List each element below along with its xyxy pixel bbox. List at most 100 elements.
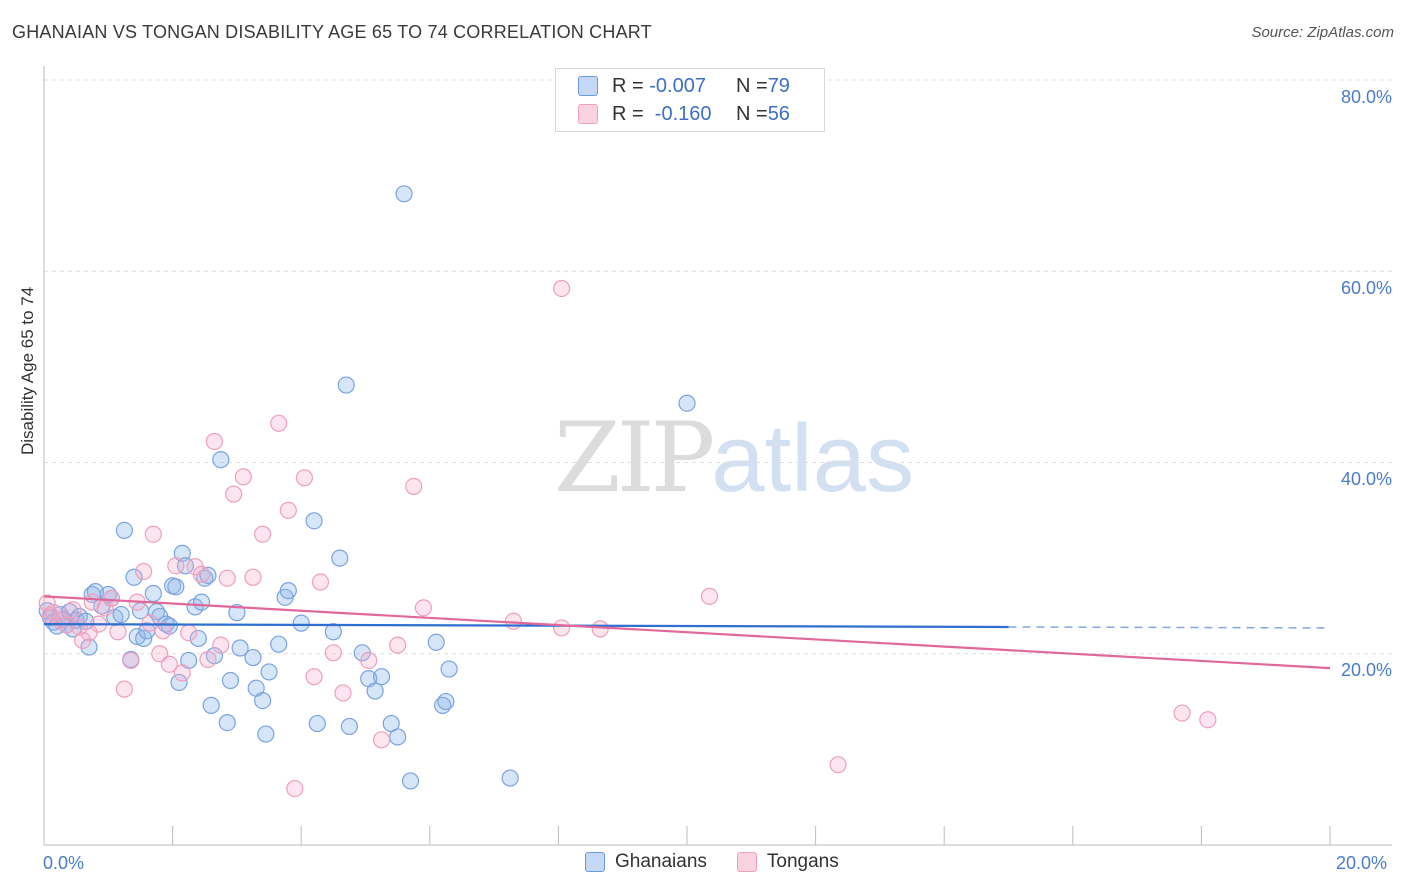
r-value-ghanaians: -0.007 (649, 74, 706, 97)
ghanaians-point-46 (218, 713, 236, 732)
tongans-point-25 (180, 624, 198, 642)
r-label: R = (612, 74, 650, 97)
legend-row-tongans: R = -0.160 N = 56 (578, 102, 790, 126)
tongans-point-50 (553, 279, 571, 298)
ghanaians-point-27 (144, 584, 162, 603)
tongans-point-51 (553, 619, 571, 637)
tongans-point-30 (212, 636, 230, 654)
tongans-point-20 (151, 645, 169, 663)
tongans-point-38 (286, 779, 304, 798)
tongans-point-12 (102, 589, 121, 607)
tongans-legend-swatch (736, 852, 757, 872)
ghanaians-point-73 (427, 633, 445, 651)
ghanaians-point-75 (437, 692, 455, 711)
ghanaians-point-52 (254, 692, 272, 710)
ghanaians-point-70 (389, 728, 407, 746)
ghanaians-point-76 (440, 660, 458, 678)
series-legend: Ghanaians Tongans (585, 851, 869, 873)
ghanaians-point-43 (202, 696, 220, 714)
ghanaians-point-59 (305, 512, 323, 530)
ghanaians-swatch (578, 76, 598, 96)
tongans-point-41 (311, 573, 330, 591)
tongans-point-27 (192, 565, 211, 583)
ghanaians-point-49 (231, 639, 249, 657)
ghanaians-legend-swatch (585, 852, 605, 872)
tongans-point-22 (160, 655, 178, 673)
tongans-point-56 (1199, 711, 1217, 729)
ghanaians-point-61 (324, 623, 342, 641)
tongans-point-15 (122, 651, 140, 670)
ghanaians-point-22 (125, 568, 143, 586)
y-tick-label-20: 20.0% (1340, 660, 1392, 680)
r-label: R = (612, 102, 650, 125)
tongans-trend-line (43, 595, 1331, 670)
ghanaians-point-39 (189, 629, 207, 648)
legend-item-ghanaians[interactable]: Ghanaians (585, 851, 707, 873)
tongans-point-17 (135, 562, 153, 581)
ghanaians-point-47 (221, 671, 240, 690)
ghanaians-point-34 (170, 673, 188, 692)
tongans-point-36 (270, 414, 288, 432)
ghanaians-point-55 (270, 635, 288, 653)
legend-label-ghanaians: Ghanaians (615, 851, 707, 872)
ghanaians-point-60 (308, 714, 326, 733)
tongans-point-29 (205, 432, 223, 451)
ghanaians-point-53 (257, 725, 275, 743)
tongans-point-32 (225, 485, 243, 503)
tongans-point-13 (109, 623, 127, 641)
watermark-atlas: atlas (711, 405, 914, 512)
chart-title: GHANAIAN VS TONGAN DISABILITY AGE 65 TO … (12, 22, 652, 42)
tongans-point-21 (154, 622, 172, 640)
tongans-point-52 (591, 620, 609, 638)
ghanaians-point-40 (192, 593, 211, 611)
tongans-point-47 (405, 477, 423, 496)
ghanaians-point-33 (167, 578, 185, 596)
ghanaians-point-20 (115, 521, 133, 539)
ghanaians-point-19 (112, 605, 130, 624)
ghanaians-point-58 (292, 614, 310, 632)
n-value-tongans: 56 (767, 102, 790, 125)
tongans-point-33 (234, 468, 252, 486)
correlation-legend: R = -0.007 N = 79 R = -0.160 N = 56 (555, 68, 825, 132)
watermark: ZIPatlas (554, 402, 914, 514)
tongans-point-40 (305, 668, 323, 686)
ghanaians-point-23 (128, 627, 146, 646)
tongans-point-34 (244, 568, 262, 586)
tongans-point-39 (295, 469, 314, 487)
n-label: N = (736, 102, 768, 125)
tongans-point-45 (372, 731, 391, 749)
y-tick-label-40: 40.0% (1340, 469, 1392, 489)
x-tick-label-max: 20.0% (1336, 853, 1388, 873)
n-label: N = (736, 74, 768, 97)
tongans-point-46 (389, 636, 407, 654)
ghanaians-point-54 (260, 663, 278, 681)
legend-label-tongans: Tongans (766, 851, 839, 872)
tongans-point-24 (173, 664, 191, 682)
ghanaians-point-48 (228, 604, 246, 622)
tongans-point-42 (324, 644, 342, 662)
n-value-ghanaians: 79 (767, 74, 790, 97)
x-tick-label-min: 0.0% (43, 853, 85, 873)
ghanaians-point-77 (501, 769, 519, 787)
ghanaians-point-71 (395, 185, 413, 203)
tongans-point-55 (1173, 704, 1191, 722)
tongans-point-14 (115, 680, 133, 698)
tongans-point-35 (254, 525, 272, 543)
ghanaians-point-57 (279, 582, 297, 600)
tongans-point-18 (141, 614, 159, 632)
watermark-zip: ZIP (554, 402, 715, 514)
ghanaians-trend-line (43, 623, 1009, 629)
ghanaians-point-72 (401, 772, 420, 790)
tongans-point-19 (144, 525, 162, 543)
tongans-point-54 (829, 756, 847, 774)
ghanaians-point-50 (244, 648, 262, 667)
ghanaians-point-68 (372, 668, 391, 686)
ghanaians-point-42 (199, 566, 217, 584)
ghanaians-point-62 (331, 549, 349, 567)
legend-item-tongans[interactable]: Tongans (736, 851, 839, 873)
ghanaians-point-12 (80, 638, 98, 656)
tongans-point-28 (199, 650, 217, 669)
ghanaians-point-45 (212, 451, 230, 469)
y-axis-label: Disability Age 65 to 74 (18, 286, 37, 455)
